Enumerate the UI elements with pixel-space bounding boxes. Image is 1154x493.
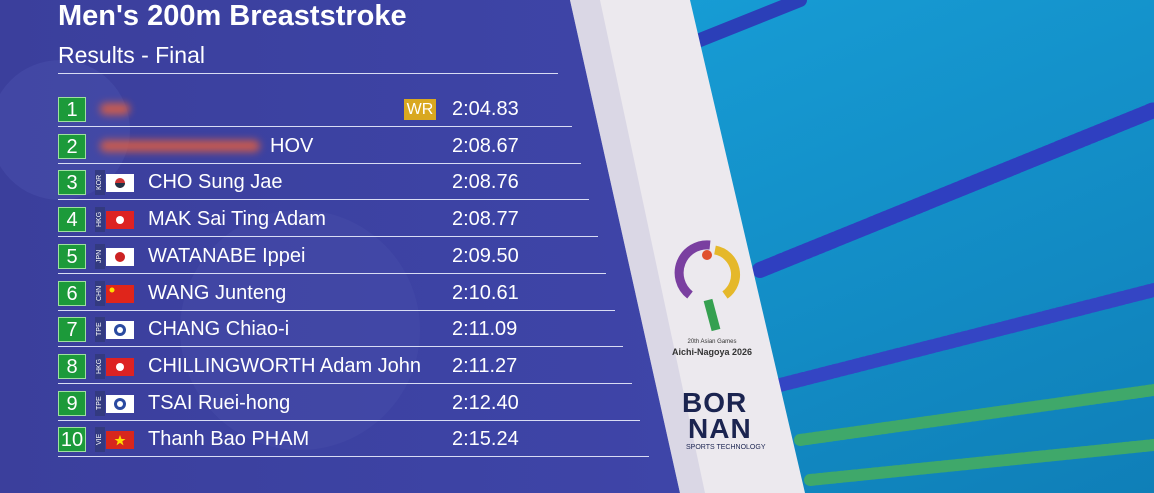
row-divider — [58, 236, 598, 238]
result-time: 2:11.09 — [452, 318, 518, 341]
flag — [106, 174, 134, 193]
sponsor-line2: NAN — [688, 413, 752, 444]
athlete-name: WANG Junteng — [148, 281, 287, 304]
country-code: KOR — [95, 170, 105, 196]
result-time: 2:11.27 — [452, 354, 518, 377]
result-time: 2:08.76 — [452, 171, 519, 194]
flag — [106, 357, 134, 376]
athlete-name: MAK Sai Ting Adam — [148, 208, 326, 231]
flag — [106, 247, 134, 266]
result-time: 2:09.50 — [452, 244, 519, 267]
result-time: 2:12.40 — [452, 391, 519, 414]
row-divider — [58, 309, 615, 311]
blurred-name — [100, 103, 130, 115]
flag — [106, 211, 134, 230]
rank: 5 — [58, 243, 86, 269]
country-code: CHN — [95, 280, 105, 306]
games-edition: 20th Asian Games — [687, 339, 737, 345]
country-code: JPN — [95, 243, 105, 269]
country-code: TPE — [95, 317, 105, 343]
row-divider — [58, 272, 606, 274]
row-divider — [58, 346, 623, 348]
flag — [106, 431, 134, 450]
games-city: Aichi-Nagoya 2026 — [671, 347, 753, 357]
sponsor-line1: BOR — [682, 387, 748, 418]
row-divider — [58, 456, 649, 458]
blurred-name — [100, 139, 260, 152]
athlete-name: CHO Sung Jae — [148, 171, 283, 194]
rank: 7 — [58, 317, 86, 343]
athlete-name: CHANG Chiao-i — [148, 318, 290, 341]
result-time: 2:08.67 — [452, 134, 519, 157]
athlete-name: WATANABE Ippei — [148, 244, 306, 267]
rank: 10 — [58, 427, 86, 453]
athlete-name: CHILLINGWORTH Adam John — [148, 354, 422, 377]
country-code: HKG — [95, 353, 105, 379]
event-subtitle: Results - Final — [58, 42, 205, 68]
rank: 4 — [58, 207, 86, 233]
flag — [106, 394, 134, 413]
country-code: HKG — [95, 207, 105, 233]
result-time: 2:08.77 — [452, 208, 519, 231]
rank: 9 — [58, 390, 86, 416]
rank: 6 — [58, 280, 86, 306]
event-title: Men's 200m Breaststroke — [58, 0, 407, 32]
flag — [106, 321, 134, 340]
rank: 2 — [58, 133, 86, 159]
row-divider — [58, 382, 632, 384]
row-divider — [58, 162, 581, 164]
athlete-name: TSAI Ruei-hong — [148, 391, 291, 414]
athlete-name: Thanh Bao PHAM — [148, 428, 310, 451]
row-divider — [58, 126, 572, 127]
country-code: VIE — [95, 427, 105, 453]
result-time: 2:10.61 — [452, 281, 519, 304]
rank: 8 — [58, 353, 86, 379]
rank: 1 — [58, 97, 86, 122]
row-divider — [58, 199, 589, 201]
result-time: 2:15.24 — [452, 428, 519, 451]
result-time: 2:04.83 — [452, 98, 519, 120]
sponsor-tagline: SPORTS TECHNOLOGY — [686, 444, 766, 451]
flag — [106, 284, 134, 303]
row-divider — [58, 419, 640, 421]
rank: 3 — [58, 170, 86, 196]
record-badge: WR — [404, 99, 436, 120]
country-code: TPE — [95, 390, 105, 416]
athlete-name: HOV — [270, 134, 314, 157]
